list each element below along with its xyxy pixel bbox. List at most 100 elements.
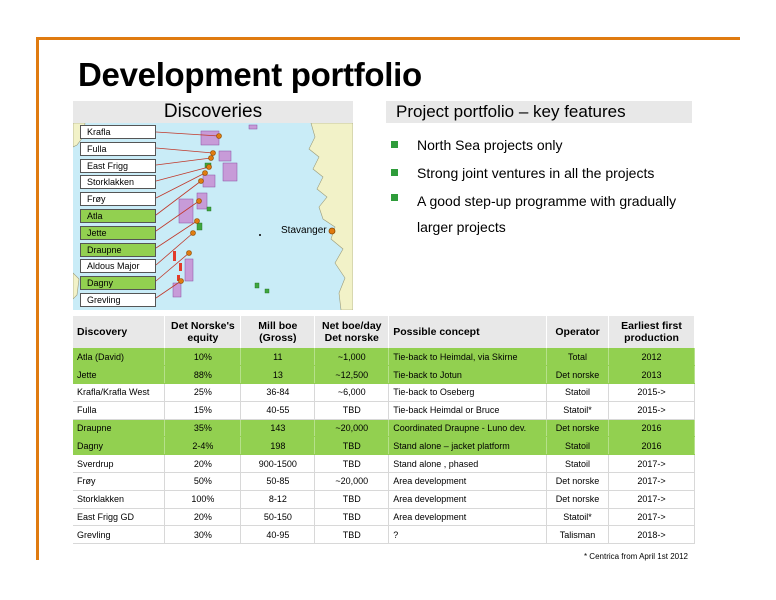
col-header-equity: Det Norske's equity [164, 316, 242, 348]
cell-concept: Tie-back Heimdal or Bruce [388, 401, 548, 420]
cell-operator: Statoil [546, 436, 610, 456]
table-row: Grevling 30% 40-95 TBD? Talisman 2018-> [73, 525, 695, 545]
cell-discovery: Krafla/Krafla West [73, 383, 166, 402]
cell-discovery: Draupne [73, 419, 166, 438]
cell-discovery: Frøy [73, 472, 166, 491]
cell-operator: Statoil [546, 454, 610, 474]
cell-operator: Statoil* [546, 508, 610, 527]
col-header-operator: Operator [546, 316, 610, 348]
cell-discovery: Sverdrup [73, 454, 166, 474]
cell-net-boe: TBD [314, 525, 390, 545]
cell-equity: 88% [164, 365, 242, 385]
cell-production: 2016 [608, 436, 695, 456]
cell-mill-boe: 36-84 [240, 383, 316, 402]
discovery-label: Aldous Major [80, 259, 156, 274]
cell-mill-boe: 40-55 [240, 401, 316, 420]
cell-mill-boe: 8-12 [240, 490, 316, 509]
cell-production: 2018-> [608, 525, 695, 545]
project-portfolio-header: Project portfolio – key features [386, 101, 692, 123]
key-features-list: North Sea projects only Strong joint ven… [390, 135, 690, 248]
top-orange-rule [36, 37, 740, 40]
left-orange-rule [36, 37, 39, 560]
cell-discovery: Atla (David) [73, 348, 166, 367]
cell-operator: Statoil [546, 383, 610, 402]
cell-equity: 20% [164, 508, 242, 527]
cell-net-boe: ~12,500 [314, 365, 390, 385]
col-header-net-boe: Net boe/day Det norske [314, 316, 390, 348]
discovery-label: Krafla [80, 125, 156, 139]
cell-operator: Det norske [546, 472, 610, 491]
cell-net-boe: TBD [314, 508, 390, 527]
cell-mill-boe: 50-85 [240, 472, 316, 491]
red-fields [173, 251, 182, 281]
cell-production: 2015-> [608, 383, 695, 402]
small-dot-marker [259, 234, 261, 236]
cell-production: 2016 [608, 419, 695, 438]
stavanger-marker [328, 227, 336, 235]
table-row: Fulla 15% 40-55 TBD Tie-back Heimdal or Bruc… [73, 401, 695, 420]
cell-equity: 30% [164, 525, 242, 545]
label-leaders [155, 131, 220, 299]
cell-mill-boe: 13 [240, 365, 316, 385]
cell-mill-boe: 198 [240, 436, 316, 456]
discovery-labels: Krafla Fulla East Frigg Storklakken Frøy… [80, 125, 156, 310]
cell-concept: Coordinated Draupne - Luno dev. [388, 419, 548, 438]
table-row: Atla (David) 10% 11 ~1,000 Tie-back to Heimd… [73, 348, 695, 367]
cell-equity: 10% [164, 348, 242, 367]
cell-equity: 50% [164, 472, 242, 491]
bullet-item: Strong joint ventures in all the project… [390, 163, 690, 183]
cell-discovery: Jette [73, 365, 166, 385]
cell-mill-boe: 143 [240, 419, 316, 438]
table-row: Draupne 35% 143 ~20,000 Coordinated Draupne … [73, 419, 695, 438]
cell-concept: Area development [388, 472, 548, 491]
cell-production: 2017-> [608, 490, 695, 509]
table-row: Dagny 2-4% 198 TBD Stand alone – jacket plat… [73, 436, 695, 456]
cell-operator: Statoil* [546, 401, 610, 420]
cell-concept: Tie-back to Heimdal, via Skirne [388, 348, 548, 367]
cell-concept: ? [388, 525, 548, 545]
discovery-label: Draupne [80, 242, 156, 257]
cell-operator: Det norske [546, 490, 610, 509]
norway-land [308, 123, 353, 310]
cell-equity: 15% [164, 401, 242, 420]
table-row: Frøy 50% 50-85 ~20,000 Area development Det n… [73, 472, 695, 491]
cell-production: 2017-> [608, 454, 695, 474]
cell-concept: Tie-back to Oseberg [388, 383, 548, 402]
cell-concept: Area development [388, 508, 548, 527]
cell-net-boe: ~20,000 [314, 419, 390, 438]
table-row: Sverdrup 20% 900-1500 TBD Stand alone , phas… [73, 454, 695, 474]
cell-production: 2015-> [608, 401, 695, 420]
page-title: Development portfolio [78, 56, 422, 93]
table-row: Jette 88% 13 ~12,500 Tie-back to Jotun Det no… [73, 365, 695, 385]
cell-net-boe: ~20,000 [314, 472, 390, 491]
cell-equity: 35% [164, 419, 242, 438]
bullet-square-icon [391, 141, 398, 148]
discovery-label: East Frigg [80, 158, 156, 173]
cell-net-boe: ~6,000 [314, 383, 390, 402]
field-markers [178, 133, 222, 284]
cell-production: 2013 [608, 365, 695, 385]
cell-concept: Area development [388, 490, 548, 509]
discovery-label: Dagny [80, 276, 156, 291]
col-header-discovery: Discovery [73, 316, 166, 348]
cell-equity: 2-4% [164, 436, 242, 456]
bullet-square-icon [391, 194, 398, 201]
table-row: Krafla/Krafla West 25% 36-84 ~6,000 Tie-back… [73, 383, 695, 402]
cell-discovery: Storklakken [73, 490, 166, 509]
portfolio-table: Discovery Det Norske's equity Mill boe (… [73, 316, 695, 545]
cell-production: 2017-> [608, 508, 695, 527]
cell-net-boe: TBD [314, 490, 390, 509]
discovery-label: Grevling [80, 292, 156, 307]
discovery-label: Atla [80, 208, 156, 223]
discovery-label: Frøy [80, 192, 156, 207]
cell-operator: Det norske [546, 419, 610, 438]
cell-production: 2017-> [608, 472, 695, 491]
cell-mill-boe: 11 [240, 348, 316, 367]
discovery-label: Storklakken [80, 175, 156, 190]
cell-discovery: East Frigg GD [73, 508, 166, 527]
bullet-square-icon [391, 169, 398, 176]
bullet-item: North Sea projects only [390, 135, 690, 155]
cell-equity: 25% [164, 383, 242, 402]
col-header-production: Earliest first production [608, 316, 695, 348]
table-row: East Frigg GD 20% 50-150 TBD Area developmen… [73, 508, 695, 527]
